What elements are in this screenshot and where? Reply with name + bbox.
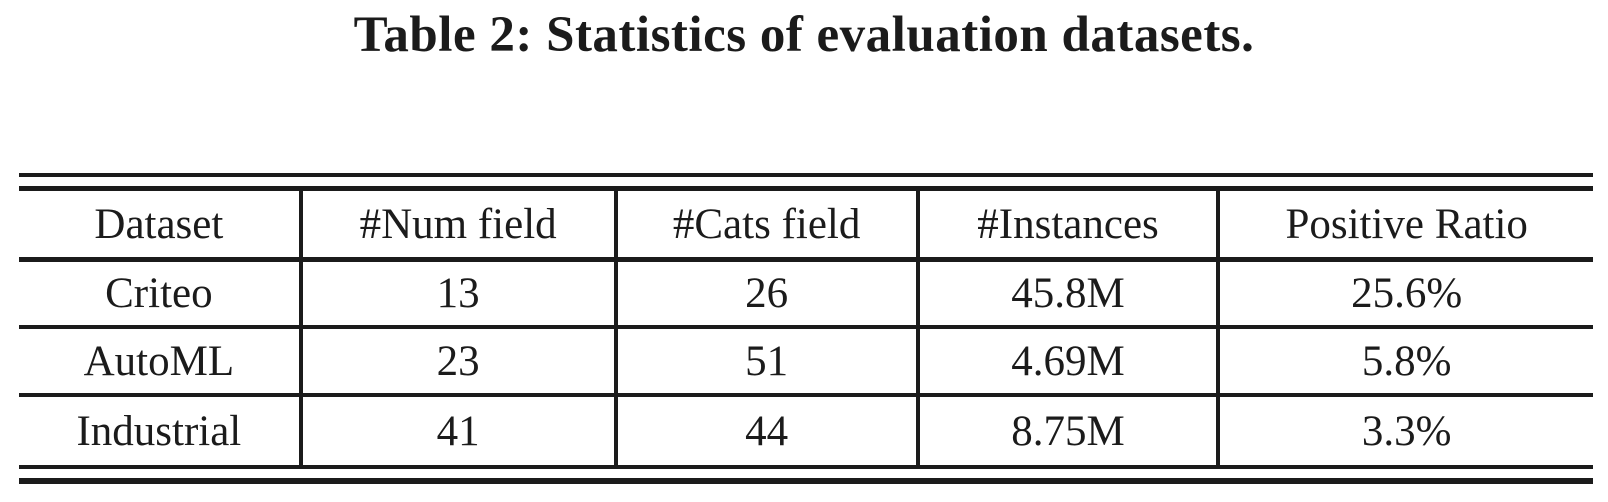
table-row: Criteo 13 26 45.8M 25.6% (19, 259, 1593, 327)
cell-num-field: 13 (298, 259, 616, 327)
cell-positive-ratio: 25.6% (1216, 259, 1593, 327)
table-body: Criteo 13 26 45.8M 25.6% AutoML 23 51 4.… (19, 259, 1593, 467)
column-header-num-field: #Num field (298, 188, 616, 262)
table-row: AutoML 23 51 4.69M 5.8% (19, 325, 1593, 395)
bottom-rule-gap (19, 469, 1593, 478)
datasets-stats-table: Dataset #Num field #Cats field #Instance… (19, 186, 1593, 469)
bottom-outer-rule (19, 478, 1593, 484)
cell-num-field: 41 (298, 393, 616, 467)
table-row: Industrial 41 44 8.75M 3.3% (19, 393, 1593, 467)
cell-positive-ratio: 3.3% (1216, 393, 1593, 467)
column-header-cats-field: #Cats field (613, 188, 918, 262)
cell-cats-field: 26 (613, 259, 918, 327)
table-header: Dataset #Num field #Cats field #Instance… (19, 188, 1593, 262)
column-header-positive-ratio: Positive Ratio (1216, 188, 1593, 262)
header-row: Dataset #Num field #Cats field #Instance… (19, 188, 1593, 262)
cell-cats-field: 51 (613, 325, 918, 395)
table-caption: Table 2: Statistics of evaluation datase… (353, 7, 1255, 63)
cell-dataset: Industrial (19, 393, 301, 467)
top-outer-rule (19, 173, 1593, 177)
cell-instances: 4.69M (915, 325, 1219, 395)
cell-instances: 8.75M (915, 393, 1219, 467)
top-rule-gap (19, 177, 1593, 186)
cell-num-field: 23 (298, 325, 616, 395)
column-header-dataset: Dataset (19, 188, 301, 262)
cell-dataset: AutoML (19, 325, 301, 395)
cell-cats-field: 44 (613, 393, 918, 467)
cell-positive-ratio: 5.8% (1216, 325, 1593, 395)
datasets-table: Dataset #Num field #Cats field #Instance… (19, 173, 1593, 484)
cell-instances: 45.8M (915, 259, 1219, 327)
cell-dataset: Criteo (105, 270, 213, 317)
column-header-instances: #Instances (915, 188, 1219, 262)
